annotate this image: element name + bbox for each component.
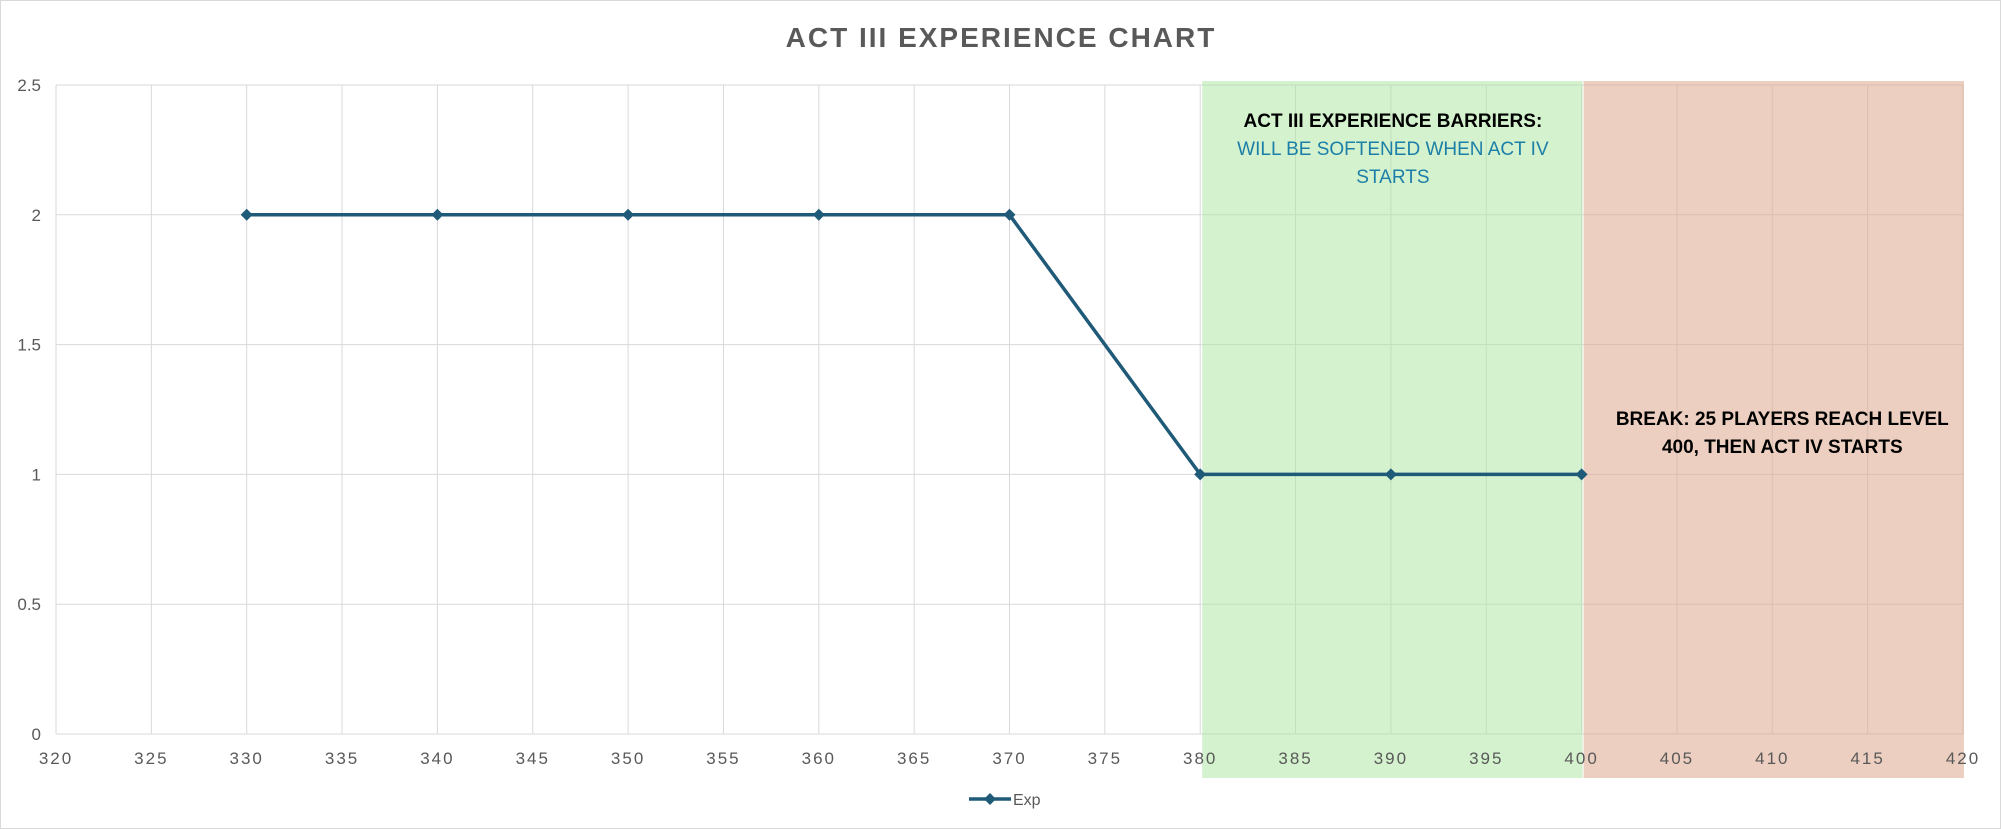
data-point-marker [1003,208,1016,221]
y-tick-label: 0.5 [17,595,41,614]
x-tick-label: 345 [516,749,550,768]
x-tick-label: 385 [1278,749,1312,768]
data-point-marker [1194,468,1207,481]
x-tick-label: 405 [1660,749,1694,768]
x-tick-label: 400 [1564,749,1598,768]
x-tick-label: 365 [897,749,931,768]
x-tick-label: 350 [611,749,645,768]
y-tick-label: 0 [32,725,41,744]
data-point-marker [431,208,444,221]
data-point-marker [622,208,635,221]
legend: Exp [969,792,1041,809]
y-tick-label: 2 [32,206,41,225]
shaded-region-1 [1202,81,1583,778]
y-tick-label: 1 [32,465,41,484]
x-tick-label: 340 [420,749,454,768]
x-tick-label: 375 [1088,749,1122,768]
x-tick-label: 335 [325,749,359,768]
x-tick-label: 325 [134,749,168,768]
x-tick-label: 370 [992,749,1026,768]
region-annotation-line: WILL BE SOFTENED WHEN ACT IV [1237,139,1549,160]
shaded-region-2 [1583,81,1964,778]
chart-title: ACT III EXPERIENCE CHART [786,22,1217,53]
x-tick-label: 395 [1469,749,1503,768]
series-exp [240,208,1588,481]
shaded-regions [1202,81,1964,778]
x-tick-label: 410 [1755,749,1789,768]
x-tick-label: 390 [1374,749,1408,768]
legend-label: Exp [1013,792,1041,809]
legend-swatch-marker [984,793,996,805]
region-annotation-line: BREAK: 25 PLAYERS REACH LEVEL [1616,409,1949,430]
region-annotation-line: ACT III EXPERIENCE BARRIERS: [1244,111,1543,132]
region-annotation-line: 400, THEN ACT IV STARTS [1662,437,1903,458]
x-tick-label: 420 [1946,749,1980,768]
y-tick-label: 2.5 [17,76,41,95]
x-tick-label: 380 [1183,749,1217,768]
data-point-marker [1575,468,1588,481]
data-point-marker [1384,468,1397,481]
y-tick-label: 1.5 [17,336,41,355]
data-point-marker [240,208,253,221]
x-tick-label: 355 [706,749,740,768]
x-tick-label: 320 [39,749,73,768]
x-tick-label: 360 [802,749,836,768]
x-tick-label: 330 [230,749,264,768]
region-annotation-line: STARTS [1356,167,1429,188]
series-line [246,213,1582,477]
axis-tick-labels: 320 325 330 335 340 345 350 355 360 365 370 375 380 3… [17,76,1980,768]
data-point-marker [812,208,825,221]
region-annotations: ACT III EXPERIENCE BARRIERS: WILL BE SOFT… [1237,111,1949,458]
x-tick-label: 415 [1850,749,1884,768]
